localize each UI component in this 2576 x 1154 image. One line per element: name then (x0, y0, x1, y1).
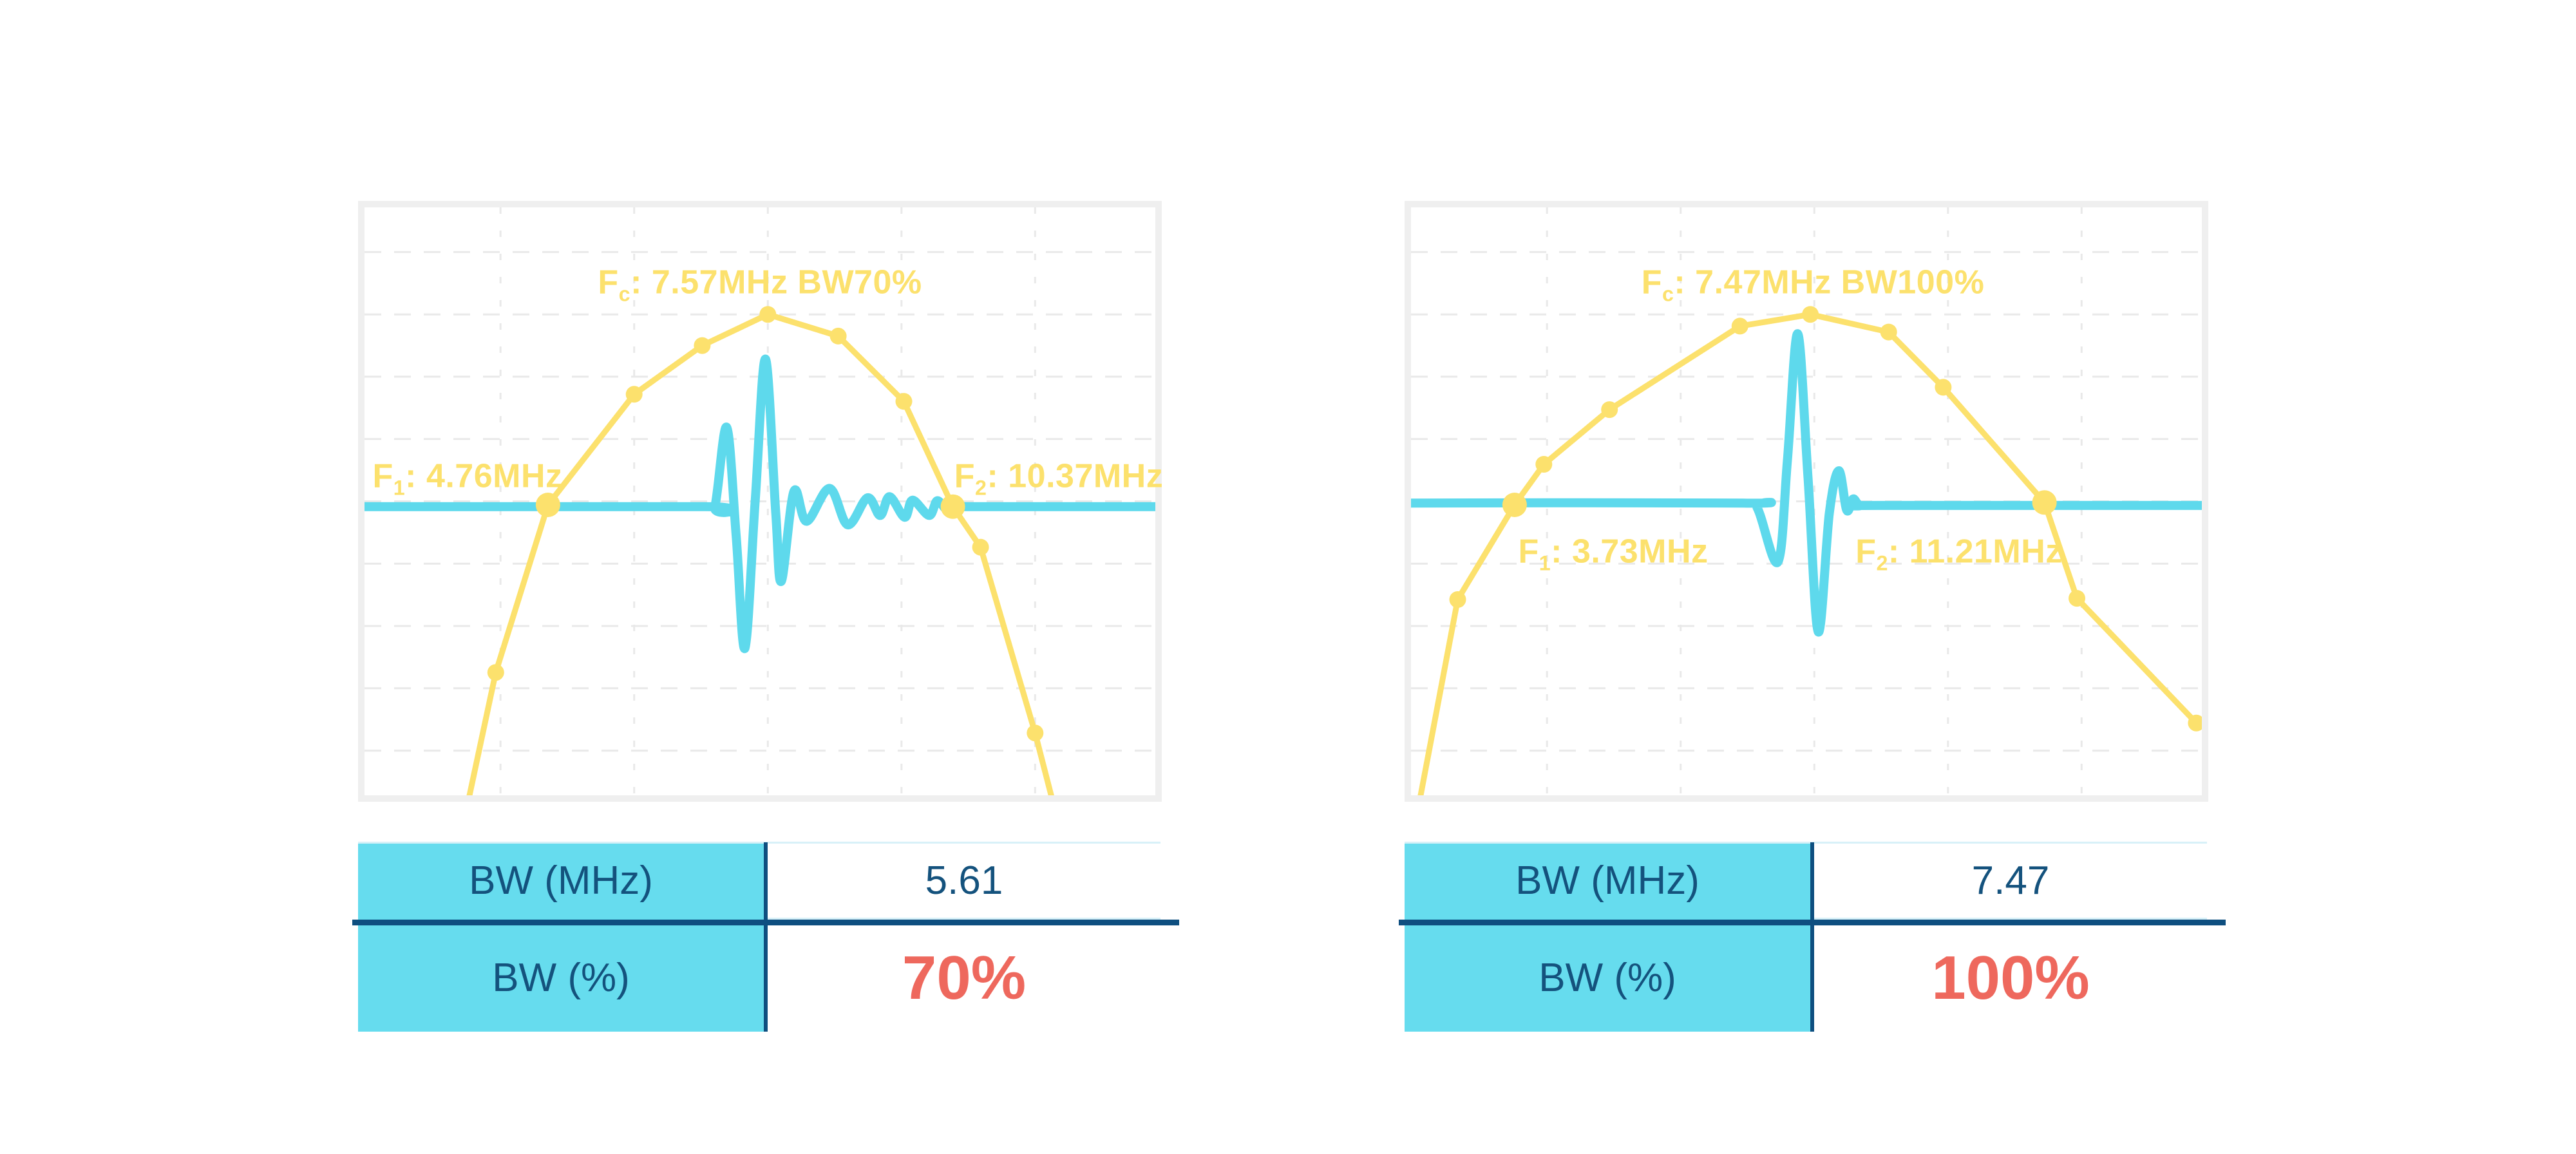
marker-dot (625, 386, 643, 403)
row-label-bw-percent: BW (%) (1539, 956, 1676, 1000)
pulse-waveform (365, 354, 1155, 653)
f1-symbol: F (372, 457, 393, 495)
chart-bw70: Fc: 7.57MHz BW70% F1: 4.76MHz F2: 10.37M… (358, 201, 1163, 802)
marker-dot (1802, 306, 1819, 323)
marker-dot (1502, 493, 1527, 517)
center-frequency-annotation: Fc: 7.47MHz BW100% (1642, 263, 1985, 306)
fc-symbol: F (598, 263, 619, 301)
f2-annotation: F2: 10.37MHz (954, 457, 1163, 500)
marker-dot (2032, 490, 2057, 515)
marker-dot (2069, 590, 2085, 607)
fc-value: : 7.47MHz BW100% (1674, 263, 1985, 301)
marker-dot (1601, 401, 1618, 419)
marker-dot (487, 664, 504, 681)
table-row-rule-light (764, 918, 1160, 920)
value-bw-percent: 100% (1931, 943, 2090, 1012)
table-row-rule-light (1810, 918, 2207, 920)
chart-bw70-plot (365, 207, 1155, 795)
row-label-bw-mhz: BW (MHz) (469, 858, 653, 903)
marker-dot (2188, 714, 2202, 732)
table-header-column (1405, 842, 1810, 1032)
table-column-separator (1810, 842, 1814, 1032)
f1-annotation: F1: 3.73MHz (1518, 532, 1708, 575)
panel-bw100: Fc: 7.47MHz BW100% F1: 3.73MHz F2: 11.21… (1399, 201, 2226, 1032)
f1-symbol: F (1518, 533, 1539, 571)
marker-dot (1880, 323, 1897, 341)
fc-subscript: c (1662, 282, 1674, 306)
value-bw-percent: 70% (902, 943, 1027, 1012)
marker-dot (535, 493, 560, 517)
table-header-column (358, 842, 764, 1032)
f1-value: : 4.76MHz (405, 457, 563, 495)
fc-symbol: F (1641, 263, 1662, 301)
marker-dot (694, 337, 711, 354)
fc-value: : 7.57MHz BW70% (630, 263, 922, 301)
f2-annotation: F2: 11.21MHz (1855, 532, 2063, 575)
marker-dot (829, 327, 847, 345)
marker-dot (940, 494, 965, 519)
value-bw-mhz: 7.47 (1971, 858, 2050, 903)
f1-subscript: 1 (1539, 551, 1551, 575)
table-top-rule (1405, 842, 2207, 844)
fc-subscript: c (618, 282, 631, 306)
center-frequency-annotation: Fc: 7.57MHz BW70% (598, 263, 922, 306)
f2-subscript: 2 (975, 476, 987, 500)
f1-annotation: F1: 4.76MHz (372, 457, 562, 500)
bandwidth-table-bw70: BW (MHz) 5.61 BW (%) 70% (352, 842, 1179, 1032)
f1-value: : 3.73MHz (1551, 533, 1709, 571)
marker-dot (972, 538, 989, 556)
value-bw-mhz: 5.61 (925, 858, 1003, 903)
f2-symbol: F (1855, 533, 1877, 571)
bandwidth-table-bw100: BW (MHz) 7.47 BW (%) 100% (1399, 842, 2226, 1032)
marker-dot (1731, 317, 1748, 335)
chart-bw100: Fc: 7.47MHz BW100% F1: 3.73MHz F2: 11.21… (1405, 201, 2208, 802)
table-column-separator (764, 842, 768, 1032)
marker-dot (1449, 591, 1466, 608)
f2-value: : 10.37MHz (987, 457, 1164, 495)
f2-subscript: 2 (1876, 551, 1888, 575)
spectrum-curve (466, 311, 1054, 795)
spectrum-curve (1417, 311, 2199, 795)
marker-dot (1935, 379, 1952, 396)
row-label-bw-mhz: BW (MHz) (1515, 858, 1700, 903)
marker-dot (1027, 724, 1044, 742)
pulse-waveform (1411, 329, 2202, 637)
row-label-bw-percent: BW (%) (492, 956, 630, 1000)
f2-value: : 11.21MHz (1888, 533, 2063, 571)
chart-bw100-plot (1411, 207, 2202, 795)
marker-dot (759, 306, 777, 323)
marker-dot (1535, 456, 1553, 473)
f2-symbol: F (954, 457, 976, 495)
table-top-rule (358, 842, 1160, 844)
f1-subscript: 1 (393, 476, 406, 500)
panel-bw70: Fc: 7.57MHz BW70% F1: 4.76MHz F2: 10.37M… (352, 201, 1179, 1032)
marker-dot (895, 393, 913, 410)
